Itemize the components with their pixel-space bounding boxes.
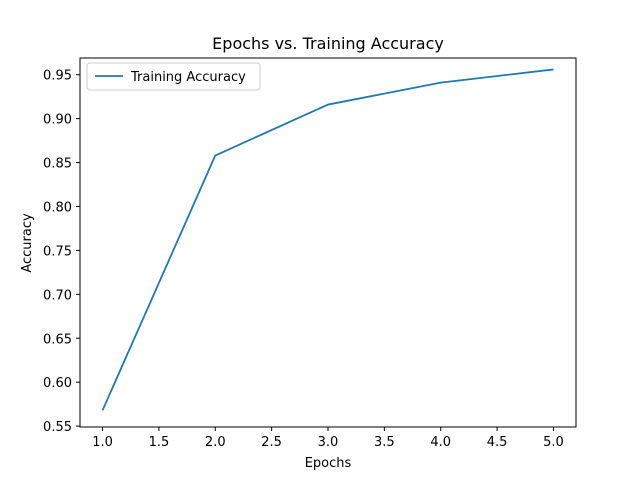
x-axis-title: Epochs [305, 456, 352, 471]
x-tick-label: 2.0 [205, 435, 226, 450]
series-line-training-accuracy [101, 68, 554, 411]
y-tick-label: 0.55 [43, 420, 72, 435]
y-tick-label: 0.65 [43, 332, 72, 347]
legend-label-training-accuracy: Training Accuracy [130, 70, 246, 85]
legend: Training Accuracy [86, 62, 261, 91]
y-tick-label: 0.85 [43, 157, 72, 172]
x-tick-label: 3.5 [374, 435, 395, 450]
x-axis: 1.0 1.5 2.0 2.5 3.0 3.5 4.0 4.5 5.0 [92, 427, 564, 450]
y-tick-label: 0.60 [43, 376, 72, 391]
plot-area [101, 68, 554, 411]
legend-frame [86, 62, 261, 91]
x-tick-label: 1.5 [149, 435, 170, 450]
chart-title: Epochs vs. Training Accuracy [212, 34, 444, 53]
y-tick-label: 0.75 [43, 244, 72, 259]
x-tick-label: 4.0 [430, 435, 451, 450]
y-tick-label: 0.95 [43, 69, 72, 84]
x-tick-label: 2.5 [261, 435, 282, 450]
y-tick-label: 0.90 [43, 113, 72, 128]
y-axis-title: Accuracy [20, 213, 35, 273]
x-tick-label: 3.0 [318, 435, 339, 450]
x-tick-label: 5.0 [543, 435, 564, 450]
x-tick-label: 1.0 [92, 435, 113, 450]
x-tick-label: 4.5 [487, 435, 508, 450]
y-tick-label: 0.70 [43, 288, 72, 303]
plot-frame [79, 57, 577, 428]
y-axis: 0.55 0.60 0.65 0.70 0.75 0.80 0.85 0.90 0.95 [43, 69, 80, 435]
y-tick-label: 0.80 [43, 200, 72, 215]
